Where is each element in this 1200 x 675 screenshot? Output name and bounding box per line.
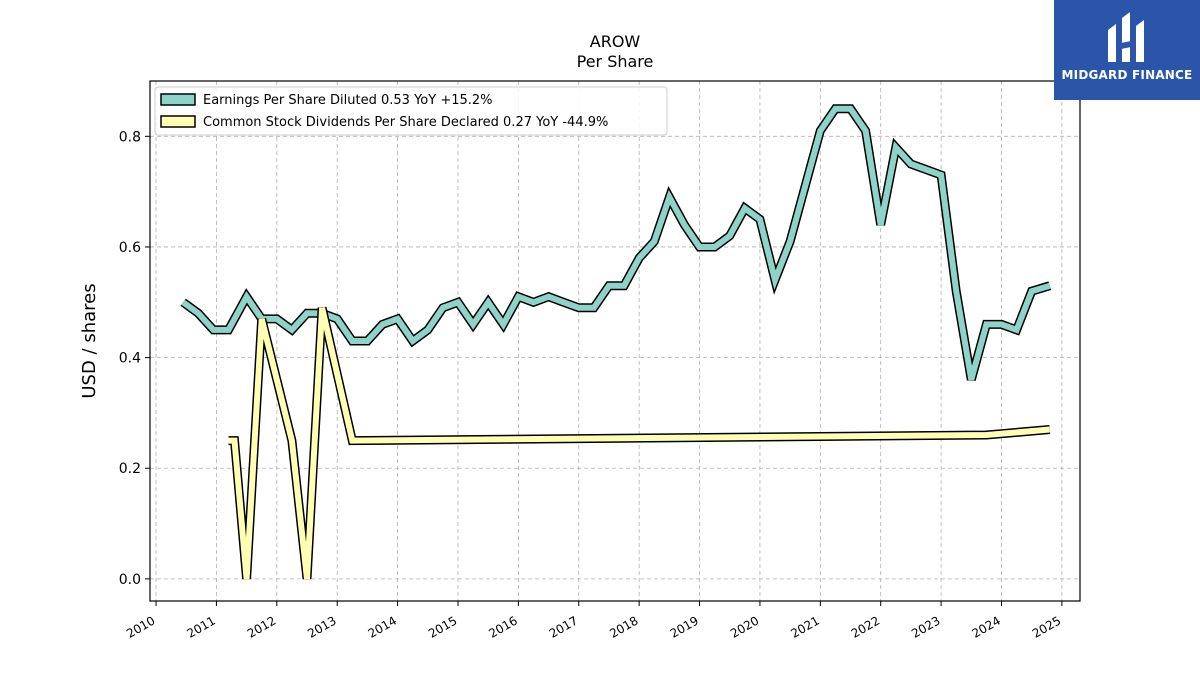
x-tick-label: 2020	[728, 613, 761, 640]
x-tick-label: 2016	[486, 613, 519, 640]
legend-label-dividends: Common Stock Dividends Per Share Declare…	[203, 115, 608, 130]
x-tick-label: 2012	[245, 613, 278, 640]
y-tick-label: 0.0	[119, 572, 141, 588]
y-tick-label: 0.8	[119, 129, 141, 145]
chart-subtitle: Per Share	[577, 52, 654, 71]
series-line-1	[228, 307, 1051, 580]
legend: Earnings Per Share Diluted 0.53 YoY +15.…	[154, 86, 668, 136]
midgard-logo-mark-icon	[1108, 12, 1144, 62]
x-tick-label: 2017	[547, 613, 580, 640]
y-tick-label: 0.6	[119, 240, 141, 256]
x-tick-label: 2025	[1030, 613, 1063, 640]
series-layer	[180, 104, 1052, 580]
brand-name: MIDGARD FINANCE	[1061, 68, 1193, 82]
y-tick-label: 0.4	[119, 351, 141, 367]
legend-label-eps: Earnings Per Share Diluted 0.53 YoY +15.…	[203, 93, 493, 108]
x-tick-label: 2018	[607, 613, 640, 640]
series-outline-0	[180, 104, 1052, 381]
legend-swatch-dividends	[160, 115, 196, 128]
brand-logo: MIDGARD FINANCE	[1054, 0, 1200, 100]
x-tick-label: 2010	[124, 613, 157, 640]
x-tick-label: 2013	[305, 613, 338, 640]
chart-title: AROW	[590, 32, 641, 51]
x-tick-label: 2023	[909, 613, 942, 640]
x-tick-label: 2014	[366, 613, 399, 640]
y-tick-label: 0.2	[119, 461, 141, 477]
series-line-0	[181, 105, 1051, 381]
legend-box	[154, 86, 668, 136]
x-tick-label: 2015	[426, 613, 459, 640]
x-tick-label: 2024	[970, 613, 1003, 640]
x-tick-label: 2022	[849, 613, 882, 640]
x-tick-label: 2011	[184, 613, 217, 640]
grid	[150, 81, 1080, 601]
x-tick-label: 2019	[668, 613, 701, 640]
legend-swatch-eps	[160, 93, 196, 106]
x-tick-label: 2021	[788, 613, 821, 640]
y-axis-label: USD / shares	[79, 283, 100, 398]
plot-frame	[149, 80, 1081, 602]
